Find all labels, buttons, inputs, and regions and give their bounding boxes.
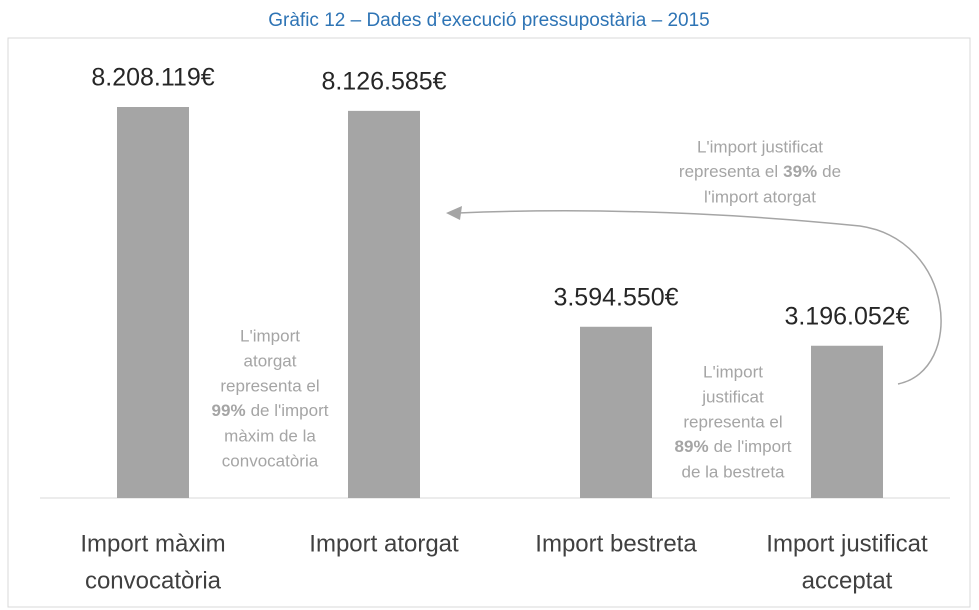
annotation: L'import	[240, 326, 300, 345]
annotation: de la bestreta	[681, 462, 785, 481]
x-tick-label: acceptat	[802, 567, 893, 594]
annotation-text: de l'import	[251, 401, 329, 420]
annotation: 89% de l'import	[675, 437, 792, 456]
x-tick-label: Import justificat	[766, 530, 928, 557]
annotation-bold: 89%	[675, 437, 709, 456]
value-label: 8.208.119€	[91, 64, 214, 92]
annotation-text: representa el	[679, 162, 778, 181]
annotation: l'import atorgat	[704, 187, 816, 206]
bar	[811, 345, 883, 498]
x-tick-label: convocatòria	[85, 567, 222, 594]
annotation-text: de l'import	[714, 437, 792, 456]
annotation: representa el 39% de	[679, 162, 841, 181]
annotation-text: de	[822, 162, 841, 181]
annotation: màxim de la	[224, 426, 316, 445]
value-label: 8.126.585€	[321, 67, 446, 95]
annotation: justificat	[701, 387, 764, 406]
chart-frame	[7, 37, 971, 608]
annotation: representa el	[220, 376, 319, 395]
x-tick-label: Import atorgat	[309, 530, 459, 557]
arrow	[457, 210, 942, 385]
x-tick-label: Import bestreta	[535, 530, 697, 557]
value-label: 3.196.052€	[784, 302, 909, 330]
x-tick-label: Import màxim	[80, 530, 225, 557]
annotation: L'import justificat	[697, 137, 823, 156]
annotation: 99% de l'import	[212, 401, 329, 420]
bar	[348, 110, 420, 498]
annotation: representa el	[683, 412, 782, 431]
chart-title: Gràfic 12 – Dades d’execució pressupostà…	[268, 10, 709, 31]
bar	[580, 326, 652, 498]
annotation-bold: 39%	[783, 162, 817, 181]
arrow-head	[446, 206, 462, 220]
annotation: L'import	[703, 362, 763, 381]
annotation: atorgat	[244, 351, 297, 370]
annotation: convocatòria	[222, 451, 319, 470]
bar	[117, 107, 189, 498]
annotation-bold: 99%	[212, 401, 246, 420]
value-label: 3.594.550€	[553, 283, 678, 311]
